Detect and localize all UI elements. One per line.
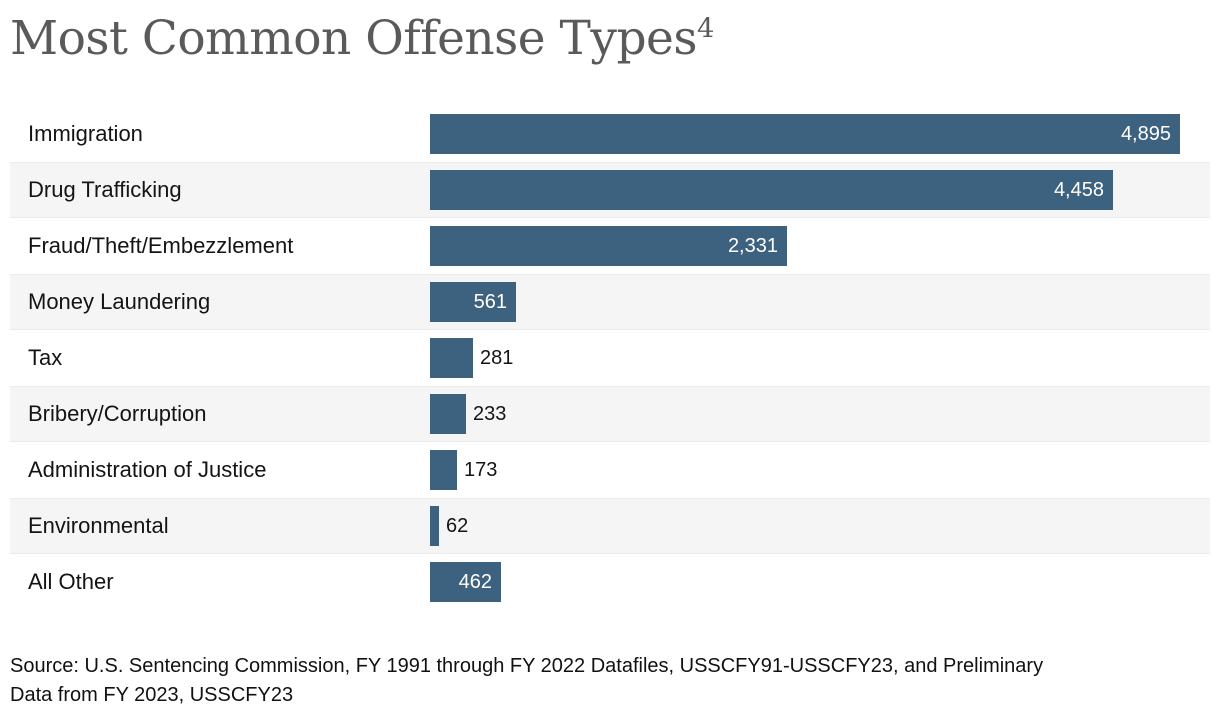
page-title-text: Most Common Offense Types [10,11,697,66]
category-label: Drug Trafficking [28,177,182,202]
category-label: Immigration [28,121,143,146]
source-line-2: Data from FY 2023, USSCFY23 [10,684,294,706]
bar [430,338,473,378]
chart-row: Immigration 4,895 [10,106,1210,162]
chart-row: All Other 462 [10,554,1210,610]
category-label: Tax [28,345,63,370]
bar-track: 4,895 [430,106,1210,162]
value-label: 2,331 [727,234,778,257]
bar-track: 233 [430,387,1210,441]
chart-row: Fraud/Theft/Embezzlement 2,331 [10,218,1210,274]
bar: 2,331 [430,226,787,266]
bar: 561 [430,282,516,322]
value-label: 233 [473,402,507,425]
category-label: Fraud/Theft/Embezzlement [28,233,294,258]
chart-row: Bribery/Corruption 233 [10,386,1210,442]
bar: 4,895 [430,114,1180,154]
category-label: All Other [28,569,114,594]
value-label: 4,895 [1120,122,1171,145]
bar-track: 4,458 [430,163,1210,217]
bar: 4,458 [430,170,1113,210]
category-label: Administration of Justice [28,457,267,482]
value-label: 4,458 [1053,178,1104,201]
bar [430,394,466,434]
chart-row: Drug Trafficking 4,458 [10,162,1210,218]
bar-track: 62 [430,499,1210,553]
value-label: 62 [446,514,469,537]
category-label: Environmental [28,513,169,538]
source-line-1: Source: U.S. Sentencing Commission, FY 1… [10,655,1044,677]
category-label: Bribery/Corruption [28,401,207,426]
bar-track: 2,331 [430,218,1210,274]
bar-chart: Immigration 4,895 Drug Trafficking 4,458 Fra… [0,106,1220,610]
value-label: 281 [480,346,514,369]
bar-track: 462 [430,554,1210,610]
bar [430,450,457,490]
title-footnote-marker: 4 [696,13,714,45]
bar-track: 281 [430,330,1210,386]
page-title: Most Common Offense Types4 [10,11,1220,70]
category-label: Money Laundering [28,289,211,314]
source-note: Source: U.S. Sentencing Commission, FY 1… [10,652,1210,710]
chart-row: Money Laundering 561 [10,274,1210,330]
bar-track: 561 [430,275,1210,329]
value-label: 173 [464,458,498,481]
bar-track: 173 [430,442,1210,498]
chart-row: Environmental 62 [10,498,1210,554]
chart-row: Administration of Justice 173 [10,442,1210,498]
value-label: 561 [473,290,507,313]
chart-row: Tax 281 [10,330,1210,386]
bar: 462 [430,562,501,602]
value-label: 462 [458,570,492,593]
bar [430,506,439,546]
